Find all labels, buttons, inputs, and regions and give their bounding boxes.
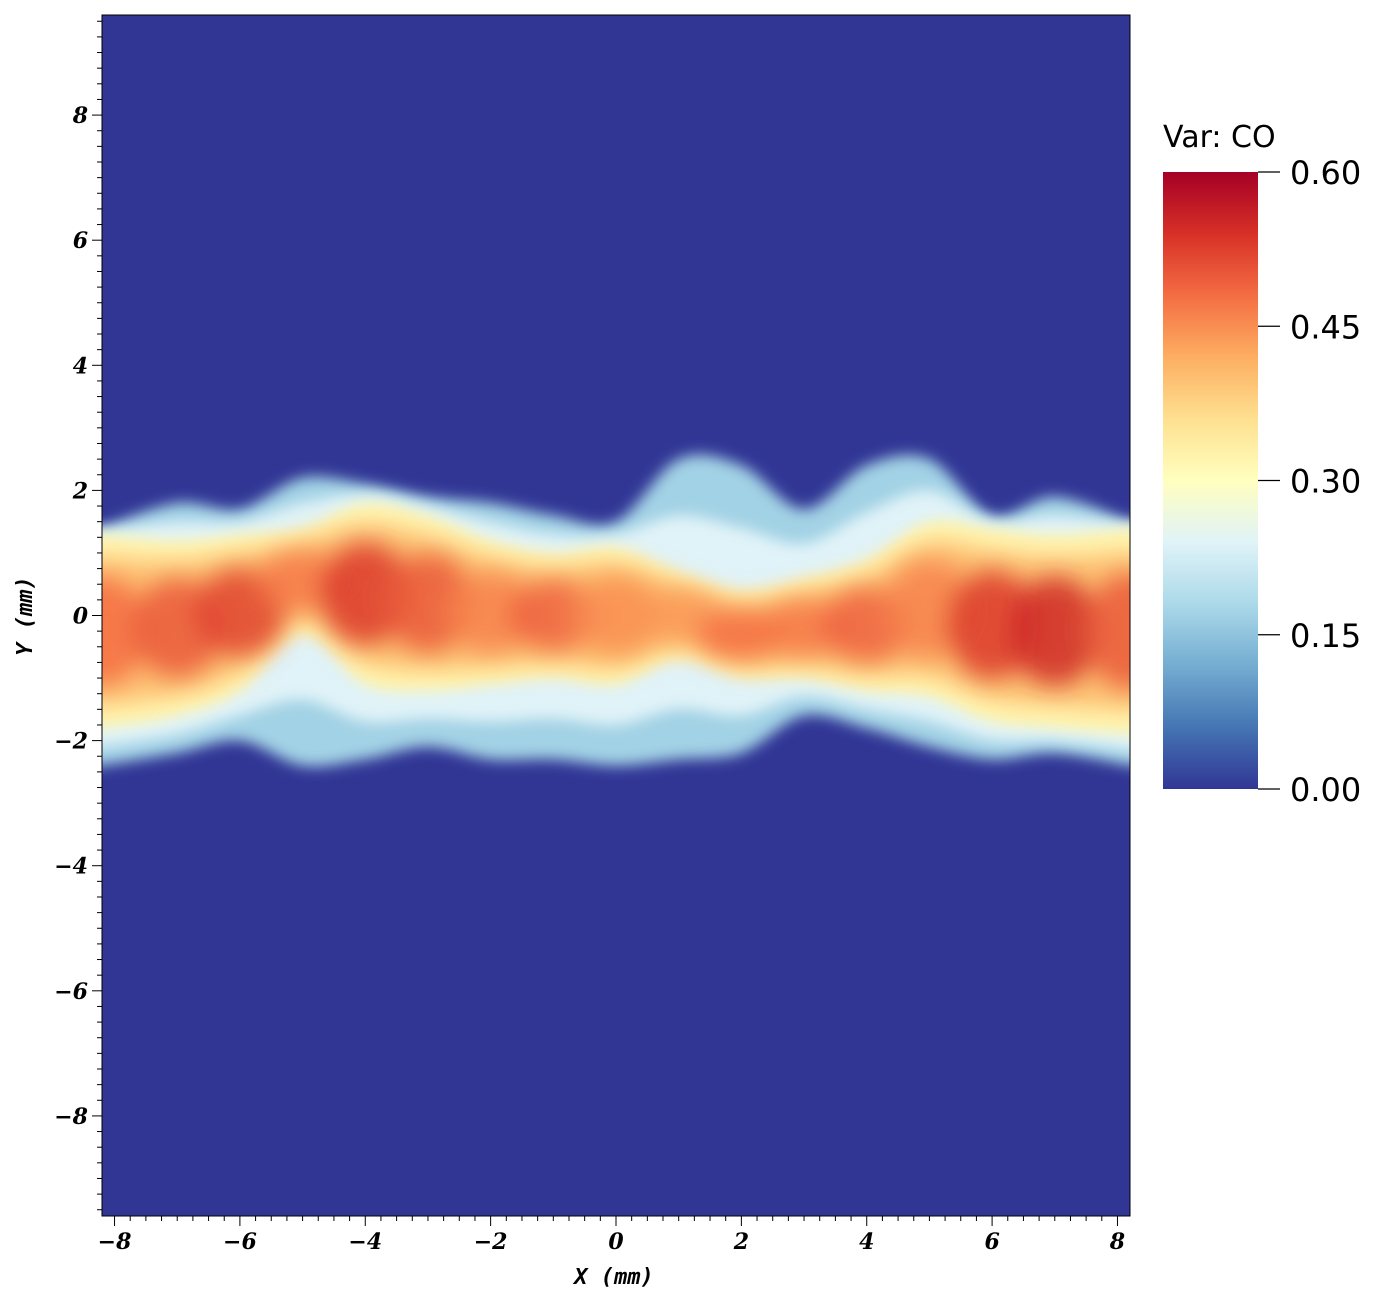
colorbar-tick-label: 0.30 — [1290, 463, 1361, 501]
y-tick-label: 6 — [73, 228, 88, 254]
x-axis-title: X (mm) — [572, 1265, 653, 1290]
y-tick-label: −8 — [54, 1104, 88, 1130]
colorbar-ticks: 0.00 0.15 0.30 0.45 0.60 — [1258, 154, 1361, 809]
band-peak — [1085, 573, 1130, 689]
colorbar-tick-label: 0.60 — [1290, 154, 1361, 192]
plot-area — [102, 15, 1130, 1216]
y-tick-label: −4 — [54, 854, 88, 880]
x-tick-label: 8 — [1109, 1229, 1125, 1255]
x-axis: −8 −6 −4 −2 0 2 4 6 8 — [98, 1216, 1125, 1255]
x-tick-label: 0 — [608, 1229, 624, 1255]
y-tick-label: 4 — [73, 353, 88, 379]
y-tick-label: 0 — [73, 604, 89, 630]
x-tick-label: −8 — [98, 1229, 132, 1255]
x-tick-label: −2 — [474, 1229, 508, 1255]
colorbar-title: Var: CO — [1163, 120, 1276, 155]
flame-band — [102, 454, 1130, 767]
x-tick-label: 6 — [984, 1229, 999, 1255]
y-axis-title: Y (mm) — [13, 576, 38, 655]
colorbar-tick-label: 0.15 — [1290, 617, 1361, 655]
y-tick-label: 2 — [72, 478, 88, 504]
x-tick-label: −4 — [348, 1229, 382, 1255]
y-tick-label: −2 — [54, 729, 88, 755]
x-tick-label: 2 — [733, 1229, 749, 1255]
band-peaks — [102, 542, 1130, 689]
band-peak — [445, 572, 536, 653]
band-peak — [571, 576, 661, 655]
colorbar-tick-label: 0.45 — [1290, 308, 1361, 346]
band-peak — [508, 580, 599, 651]
band-peak — [102, 576, 147, 686]
band-peak — [1009, 576, 1100, 686]
x-tick-label: 4 — [859, 1229, 874, 1255]
y-tick-label: −6 — [54, 979, 88, 1005]
colorbar-tick-label: 0.00 — [1290, 771, 1361, 809]
colorbar-bar — [1163, 172, 1258, 789]
colorbar: Var: CO 0.00 0.15 0.30 0.45 0.60 — [1163, 120, 1361, 809]
x-tick-label: −6 — [223, 1229, 257, 1255]
y-axis: −8 −6 −4 −2 0 2 4 6 8 — [54, 20, 102, 1211]
y-tick-label: 8 — [72, 103, 88, 129]
